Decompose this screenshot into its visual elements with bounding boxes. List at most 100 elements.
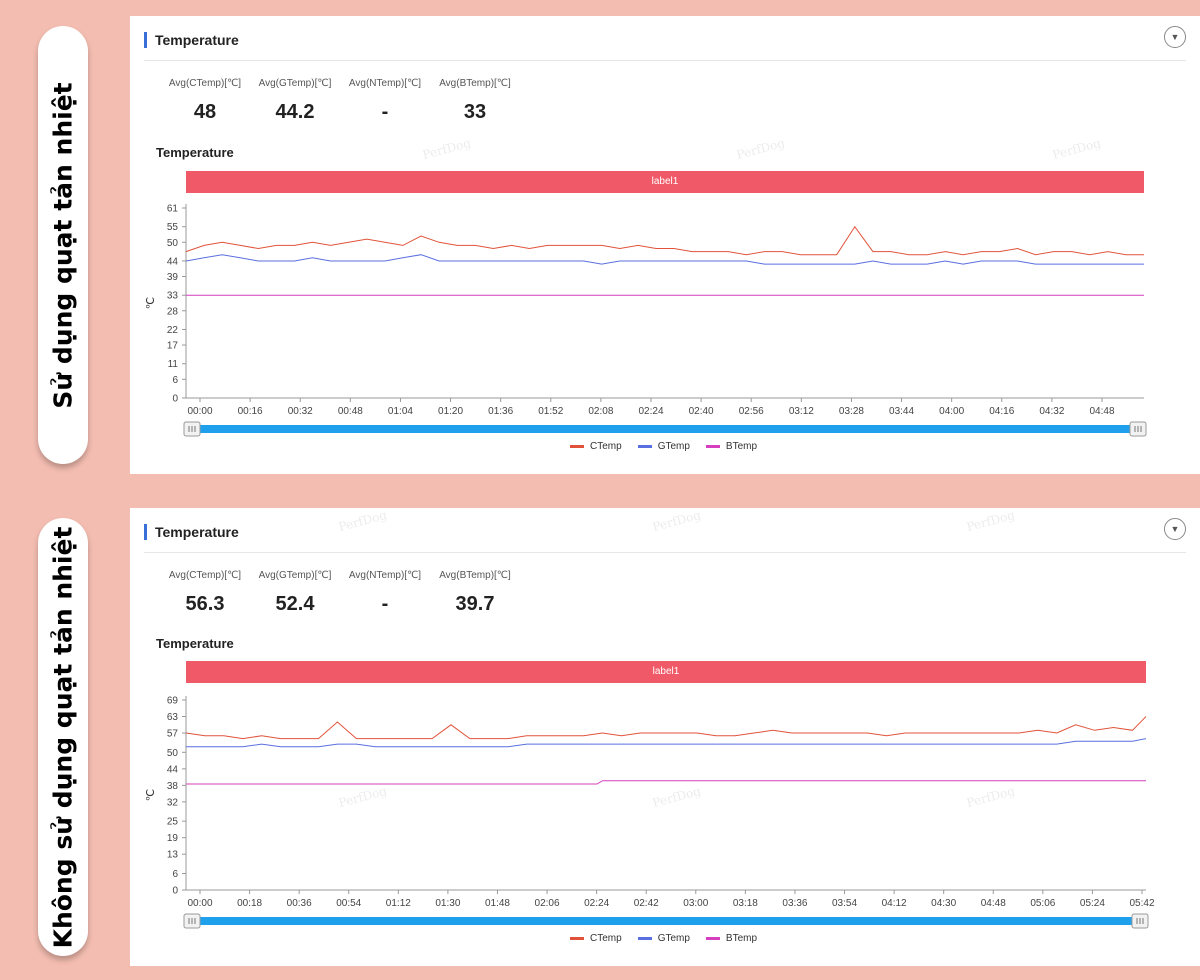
stat-value: - bbox=[381, 101, 389, 123]
x-tick-label: 03:36 bbox=[782, 898, 807, 909]
legend-swatch bbox=[570, 937, 584, 940]
x-tick-label: 00:16 bbox=[238, 406, 263, 417]
panel-header: Temperature ▼ bbox=[144, 518, 1186, 553]
stat-value: - bbox=[381, 593, 389, 615]
y-tick-label: 69 bbox=[167, 696, 179, 707]
legend-item-ctemp[interactable]: CTemp bbox=[570, 933, 622, 944]
x-tick-label: 03:18 bbox=[733, 898, 758, 909]
y-tick-label: 44 bbox=[167, 256, 179, 267]
chart-legend: CTemp GTemp BTemp bbox=[570, 933, 757, 944]
legend-label: GTemp bbox=[657, 933, 690, 944]
series-line-gtemp bbox=[185, 254, 1144, 265]
zoom-slider-track[interactable] bbox=[186, 425, 1144, 433]
y-tick-label: 57 bbox=[167, 729, 179, 740]
x-tick-label: 02:24 bbox=[584, 898, 609, 909]
y-tick-label: 50 bbox=[167, 238, 179, 249]
stat-gtemp: Avg(GTemp)[℃] 44.2 bbox=[250, 78, 340, 124]
x-tick-label: 01:20 bbox=[438, 406, 463, 417]
legend-swatch bbox=[705, 445, 720, 448]
chevron-down-icon[interactable]: ▼ bbox=[1164, 518, 1186, 540]
stat-value: 48 bbox=[193, 101, 217, 123]
x-tick-label: 02:24 bbox=[638, 406, 663, 417]
y-tick-label: 6 bbox=[172, 869, 178, 880]
x-tick-label: 01:30 bbox=[435, 898, 460, 909]
stat-label: Avg(GTemp)[℃] bbox=[258, 570, 332, 581]
stat-value: 33 bbox=[463, 101, 487, 123]
stat-value: 56.3 bbox=[185, 593, 225, 615]
x-tick-label: 02:42 bbox=[634, 898, 659, 909]
stat-ctemp: Avg(CTemp)[℃] 48 bbox=[160, 78, 250, 124]
x-tick-label: 03:28 bbox=[839, 406, 864, 417]
legend-item-gtemp[interactable]: GTemp bbox=[637, 933, 690, 944]
legend-item-ctemp[interactable]: CTemp bbox=[570, 441, 622, 452]
y-tick-label: 61 bbox=[167, 204, 179, 215]
series-line-gtemp bbox=[186, 738, 1147, 748]
x-tick-label: 04:12 bbox=[882, 898, 907, 909]
side-label-with-fan: Sử dụng quạt tản nhiệt bbox=[38, 26, 88, 464]
stat-btemp: Avg(BTemp)[℃] 33 bbox=[430, 78, 520, 124]
x-tick-label: 03:54 bbox=[832, 898, 857, 909]
x-tick-label: 03:44 bbox=[889, 406, 914, 417]
x-tick-label: 05:24 bbox=[1080, 898, 1105, 909]
stat-btemp: Avg(BTemp)[℃] 39.7 bbox=[430, 570, 520, 616]
panel-header: Temperature ▼ bbox=[144, 26, 1186, 61]
x-tick-label: 01:04 bbox=[388, 406, 413, 417]
y-tick-label: 38 bbox=[167, 781, 179, 792]
side-label-without-fan: Không sử dụng quạt tản nhiệt bbox=[38, 518, 88, 956]
line-chart: 0 6 11 17 22 28 33 39 44 50 55 61 ℃ 00:00 00:16 00:32 00… bbox=[145, 204, 1147, 437]
x-tick-label: 00:18 bbox=[237, 898, 262, 909]
stat-label: Avg(BTemp)[℃] bbox=[439, 78, 511, 89]
y-tick-label: 13 bbox=[167, 850, 179, 861]
legend-item-gtemp[interactable]: GTemp bbox=[637, 441, 690, 452]
y-tick-label: 0 bbox=[172, 886, 178, 897]
temperature-panel-1: Temperature ▼ Avg(CTemp)[℃] 48 Avg(GTemp… bbox=[130, 16, 1200, 474]
y-tick-label: 63 bbox=[167, 712, 179, 723]
legend-item-btemp[interactable]: BTemp bbox=[705, 933, 758, 944]
y-tick-label: 33 bbox=[167, 291, 179, 302]
x-tick-label: 00:36 bbox=[287, 898, 312, 909]
y-tick-label: 11 bbox=[168, 359, 179, 370]
legend-label: BTemp bbox=[725, 933, 758, 944]
x-tick-label: 04:32 bbox=[1039, 406, 1064, 417]
y-tick-label: 55 bbox=[167, 222, 179, 233]
chart-title: Temperature bbox=[156, 636, 234, 651]
y-tick-label: 6 bbox=[172, 375, 178, 386]
x-tick-label: 04:48 bbox=[981, 898, 1006, 909]
stat-value: 52.4 bbox=[275, 593, 315, 615]
zoom-slider-track[interactable] bbox=[186, 917, 1146, 925]
label-band: label1 bbox=[186, 171, 1144, 193]
series-line-btemp bbox=[186, 780, 1146, 785]
y-tick-label: 50 bbox=[167, 748, 179, 759]
chevron-down-icon[interactable]: ▼ bbox=[1164, 26, 1186, 48]
chart-title: Temperature bbox=[156, 145, 234, 160]
x-tick-label: 02:40 bbox=[689, 406, 714, 417]
y-axis-label: ℃ bbox=[145, 789, 157, 801]
y-tick-label: 32 bbox=[167, 797, 179, 808]
stat-gtemp: Avg(GTemp)[℃] 52.4 bbox=[250, 570, 340, 616]
y-tick-label: 19 bbox=[167, 833, 179, 844]
temperature-panel-2: Temperature ▼ Avg(CTemp)[℃] 56.3 Avg(GTe… bbox=[130, 508, 1200, 966]
series-line-ctemp bbox=[185, 225, 1144, 256]
y-tick-label: 17 bbox=[167, 341, 179, 352]
x-tick-label: 04:48 bbox=[1089, 406, 1114, 417]
legend-label: GTemp bbox=[657, 441, 690, 452]
stat-value: 44.2 bbox=[275, 101, 315, 123]
x-tick-label: 04:00 bbox=[939, 406, 964, 417]
x-tick-label: 00:54 bbox=[336, 898, 361, 909]
legend-swatch bbox=[637, 445, 652, 448]
legend-swatch bbox=[637, 937, 652, 940]
x-tick-label: 01:12 bbox=[386, 898, 411, 909]
legend-item-btemp[interactable]: BTemp bbox=[705, 441, 757, 452]
stat-ntemp: Avg(NTemp)[℃] - bbox=[340, 78, 430, 124]
y-axis-label: ℃ bbox=[145, 297, 157, 309]
stat-label: Avg(CTemp)[℃] bbox=[168, 570, 242, 581]
y-tick-label: 0 bbox=[172, 394, 178, 405]
stat-label: Avg(GTemp)[℃] bbox=[258, 78, 332, 89]
x-tick-label: 03:12 bbox=[789, 406, 814, 417]
stat-label: Avg(BTemp)[℃] bbox=[439, 570, 511, 581]
x-tick-label: 02:06 bbox=[535, 898, 560, 909]
x-tick-label: 01:52 bbox=[538, 406, 563, 417]
stat-label: Avg(NTemp)[℃] bbox=[348, 570, 422, 581]
stat-ntemp: Avg(NTemp)[℃] - bbox=[340, 570, 430, 616]
y-tick-label: 44 bbox=[167, 764, 179, 775]
